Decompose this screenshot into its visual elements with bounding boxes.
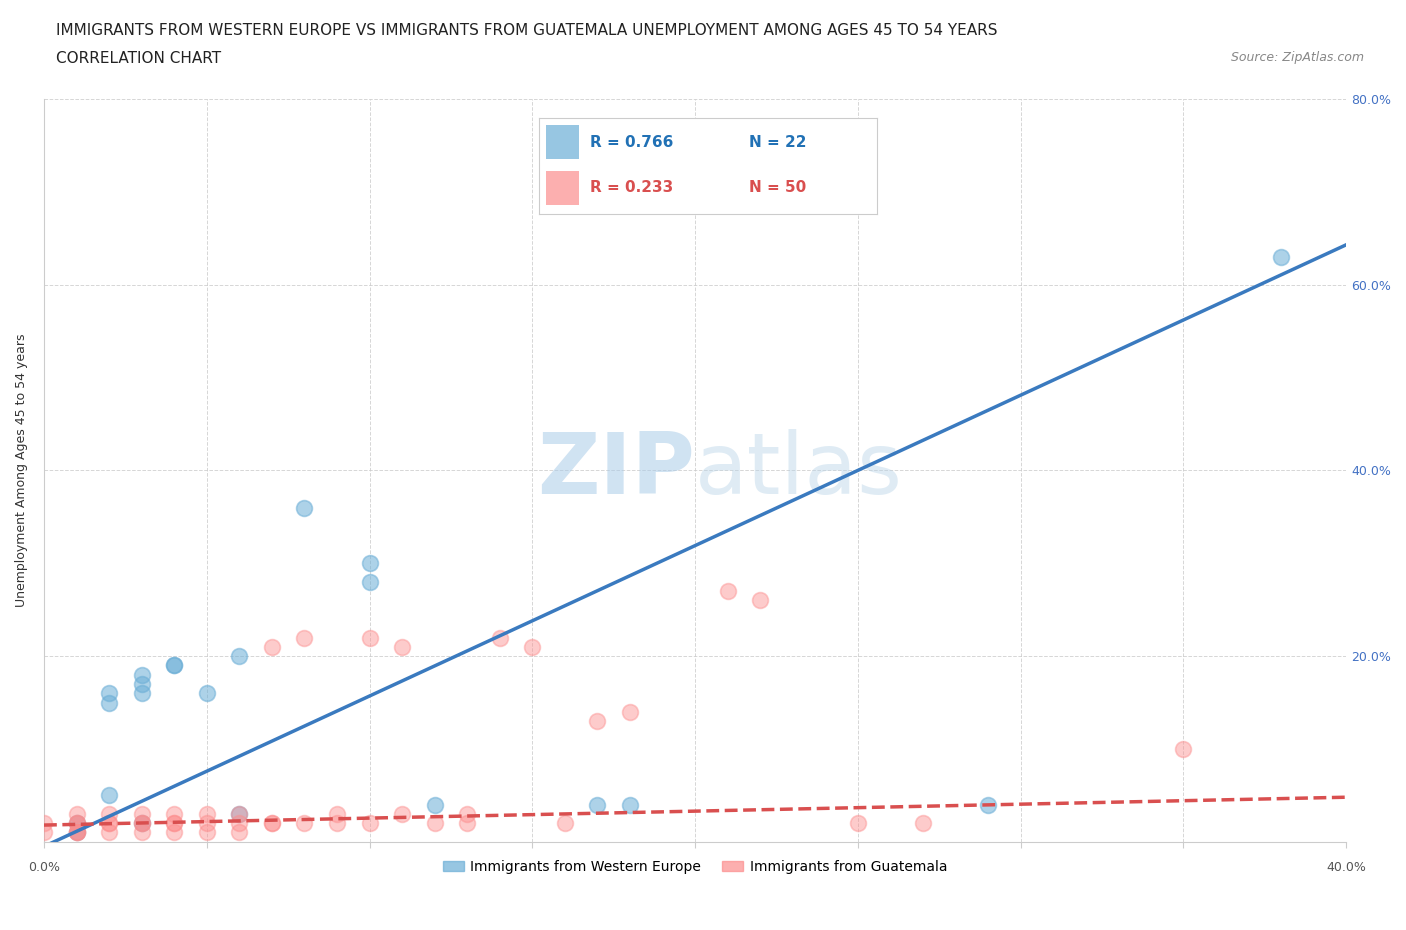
Point xyxy=(163,825,186,840)
Point xyxy=(163,658,186,672)
Point xyxy=(717,584,740,599)
Text: atlas: atlas xyxy=(695,429,903,512)
Point xyxy=(195,685,218,700)
Point xyxy=(294,816,316,830)
Point xyxy=(326,806,349,821)
Point xyxy=(456,816,478,830)
Text: IMMIGRANTS FROM WESTERN EUROPE VS IMMIGRANTS FROM GUATEMALA UNEMPLOYMENT AMONG A: IMMIGRANTS FROM WESTERN EUROPE VS IMMIGR… xyxy=(56,23,998,38)
Point xyxy=(260,816,283,830)
Point xyxy=(65,816,87,830)
Text: 0.0%: 0.0% xyxy=(28,861,60,874)
Point xyxy=(554,816,576,830)
Point xyxy=(65,825,87,840)
Point xyxy=(65,806,87,821)
Point xyxy=(131,676,153,691)
Point xyxy=(98,816,121,830)
Point xyxy=(911,816,934,830)
Point xyxy=(98,816,121,830)
Point xyxy=(391,806,413,821)
Point xyxy=(195,806,218,821)
Point xyxy=(359,575,381,590)
Point xyxy=(195,825,218,840)
Point xyxy=(359,556,381,571)
Point xyxy=(294,500,316,515)
Point xyxy=(456,806,478,821)
Point xyxy=(423,816,446,830)
Point xyxy=(326,816,349,830)
Point xyxy=(163,816,186,830)
Point xyxy=(65,825,87,840)
Point xyxy=(131,816,153,830)
Point xyxy=(65,816,87,830)
Point xyxy=(32,816,55,830)
Point xyxy=(131,816,153,830)
Point xyxy=(619,704,641,719)
Point xyxy=(32,825,55,840)
Point xyxy=(423,797,446,812)
Point xyxy=(846,816,869,830)
Point xyxy=(163,658,186,672)
Point xyxy=(65,816,87,830)
Point xyxy=(294,631,316,645)
Y-axis label: Unemployment Among Ages 45 to 54 years: Unemployment Among Ages 45 to 54 years xyxy=(15,334,28,607)
Point xyxy=(131,685,153,700)
Point xyxy=(1270,249,1292,264)
Point xyxy=(359,816,381,830)
Point xyxy=(586,713,609,728)
Point xyxy=(131,667,153,682)
Point xyxy=(163,816,186,830)
Point xyxy=(65,825,87,840)
Point xyxy=(98,685,121,700)
Point xyxy=(391,639,413,654)
Point xyxy=(260,639,283,654)
Point xyxy=(65,825,87,840)
Point xyxy=(488,631,510,645)
Point xyxy=(619,797,641,812)
Point xyxy=(977,797,1000,812)
Text: ZIP: ZIP xyxy=(537,429,695,512)
Point xyxy=(260,816,283,830)
Point xyxy=(98,695,121,710)
Point xyxy=(522,639,544,654)
Point xyxy=(228,806,250,821)
Point xyxy=(228,806,250,821)
Point xyxy=(98,806,121,821)
Point xyxy=(228,816,250,830)
Point xyxy=(359,631,381,645)
Text: Source: ZipAtlas.com: Source: ZipAtlas.com xyxy=(1230,51,1364,64)
Point xyxy=(228,648,250,663)
Text: CORRELATION CHART: CORRELATION CHART xyxy=(56,51,221,66)
Point xyxy=(228,825,250,840)
Point xyxy=(586,797,609,812)
Point xyxy=(195,816,218,830)
Point xyxy=(1173,741,1195,756)
Text: 40.0%: 40.0% xyxy=(1326,861,1367,874)
Point xyxy=(98,788,121,803)
Point xyxy=(131,825,153,840)
Point xyxy=(98,825,121,840)
Point xyxy=(749,593,772,608)
Point xyxy=(131,806,153,821)
Legend: Immigrants from Western Europe, Immigrants from Guatemala: Immigrants from Western Europe, Immigran… xyxy=(437,855,953,880)
Point xyxy=(131,816,153,830)
Point xyxy=(163,806,186,821)
